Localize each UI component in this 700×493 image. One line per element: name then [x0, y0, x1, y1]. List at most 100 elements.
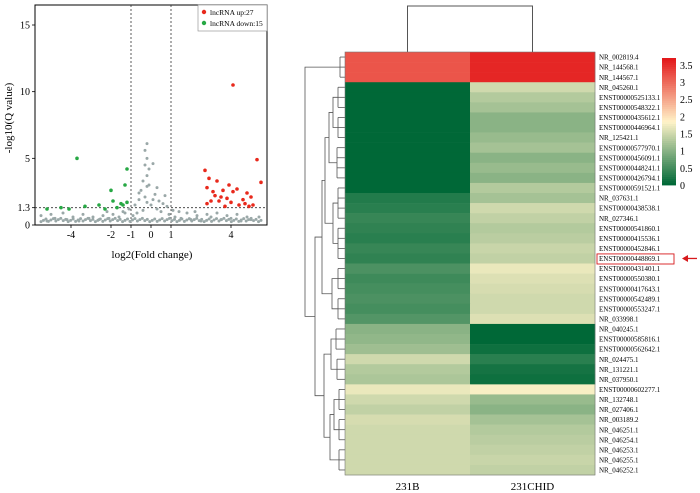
ns-point	[170, 219, 174, 223]
ns-point	[83, 218, 87, 222]
up-point	[217, 199, 221, 203]
colorbar-tick-label: 0	[680, 181, 685, 192]
up-point	[211, 189, 215, 194]
row-label: ENST00000542489.1	[599, 295, 661, 303]
x-tick-label: 4	[229, 230, 234, 241]
x-tick-label: 1	[169, 230, 174, 241]
row-label: ENST00000602277.1	[599, 386, 661, 394]
ns-point	[74, 219, 78, 223]
heatmap-cell	[470, 112, 596, 123]
ns-point	[98, 217, 102, 221]
ns-point	[202, 220, 206, 224]
colorbar-segment	[662, 108, 676, 112]
heatmap-cell	[470, 62, 596, 73]
heatmap-cell	[345, 354, 471, 365]
colorbar-segment	[662, 74, 676, 78]
ns-point	[81, 212, 85, 216]
down-point	[109, 188, 113, 193]
row-label: ENST00000417643.1	[599, 285, 661, 293]
column-dendrogram-branch	[407, 5, 533, 52]
ns-point	[39, 220, 43, 224]
colorbar-segment	[662, 85, 676, 89]
up-point	[229, 200, 233, 205]
ns-point	[163, 194, 167, 198]
heatmap-cell	[470, 414, 596, 425]
heatmap-cell	[345, 142, 471, 154]
ns-point	[118, 217, 122, 221]
colorbar-segment	[662, 132, 676, 135]
row-label: ENST00000431401.1	[599, 265, 661, 273]
heatmap-cell	[470, 354, 596, 365]
y-tick-label: 1.3	[18, 203, 31, 214]
legend-up-marker	[201, 9, 207, 15]
ns-point	[39, 214, 43, 218]
up-point	[205, 185, 209, 190]
ns-point	[76, 218, 80, 222]
colorbar-segment	[662, 60, 676, 63]
ns-point	[44, 217, 48, 221]
row-label: NR_045260.1	[599, 84, 639, 92]
highlight-box	[596, 253, 675, 265]
ns-point	[138, 218, 142, 222]
heatmap-cell	[345, 293, 471, 305]
colorbar-segment	[662, 115, 676, 118]
colorbar-segment	[662, 153, 676, 156]
heatmap-cell	[345, 92, 471, 103]
ns-point	[137, 191, 141, 195]
heatmap-cell	[345, 283, 471, 295]
ns-point	[180, 217, 184, 221]
ns-point	[210, 219, 214, 223]
up-point	[251, 203, 255, 207]
ns-point	[185, 211, 189, 215]
heatmap-cell	[470, 162, 596, 174]
ns-point	[155, 207, 159, 211]
ns-point	[171, 208, 175, 212]
heatmap-cell	[345, 434, 471, 446]
colorbar-segment	[662, 91, 676, 95]
heatmap-cell	[345, 82, 471, 93]
colorbar-tick-label: 1	[680, 147, 685, 158]
ns-point	[215, 211, 219, 215]
ns-points	[39, 142, 263, 224]
ns-point	[143, 219, 147, 223]
ns-point	[244, 219, 248, 223]
colorbar-segment	[662, 161, 676, 165]
ns-point	[160, 217, 164, 221]
row-labels: NR_002819.4 NR_144568.1 NR_144567.1 NR_0452…	[599, 54, 661, 475]
ns-point	[135, 211, 139, 215]
heatmap-cell	[345, 364, 471, 375]
colorbar-segment	[662, 70, 676, 74]
heatmap-cell	[345, 132, 471, 143]
heatmap-cell	[470, 233, 596, 244]
ns-point	[150, 218, 154, 222]
row-label: NR_027406.1	[599, 406, 639, 414]
ns-point	[158, 218, 162, 222]
down-point	[45, 207, 49, 211]
ns-point	[49, 212, 53, 216]
ns-point	[215, 217, 219, 221]
heatmap-cell	[345, 152, 471, 164]
colorbar-tick-label: 3	[680, 78, 685, 89]
row-label: NR_037950.1	[599, 376, 639, 384]
down-point	[111, 199, 115, 203]
colorbar-segment	[662, 127, 676, 131]
down-point	[103, 207, 107, 211]
heatmap-cell	[345, 52, 471, 63]
colorbar-segment	[662, 121, 676, 125]
highlight-arrow-head	[682, 254, 688, 262]
x-tick-label: -1	[127, 230, 135, 241]
ns-point	[54, 219, 58, 223]
heatmap-cell	[345, 172, 471, 184]
up-point	[219, 195, 223, 199]
volcano-plot-frame	[34, 4, 268, 226]
ns-point	[145, 200, 149, 204]
colorbar-segment	[662, 168, 676, 171]
legend-down-marker	[201, 20, 207, 26]
heatmap-cell	[470, 303, 596, 315]
colorbar-segment	[662, 123, 676, 127]
ns-point	[111, 212, 115, 216]
heatmap-cell	[470, 434, 596, 446]
heatmap-cell	[345, 102, 471, 113]
row-dendrogram-branch	[314, 236, 324, 397]
ns-point	[182, 219, 186, 223]
